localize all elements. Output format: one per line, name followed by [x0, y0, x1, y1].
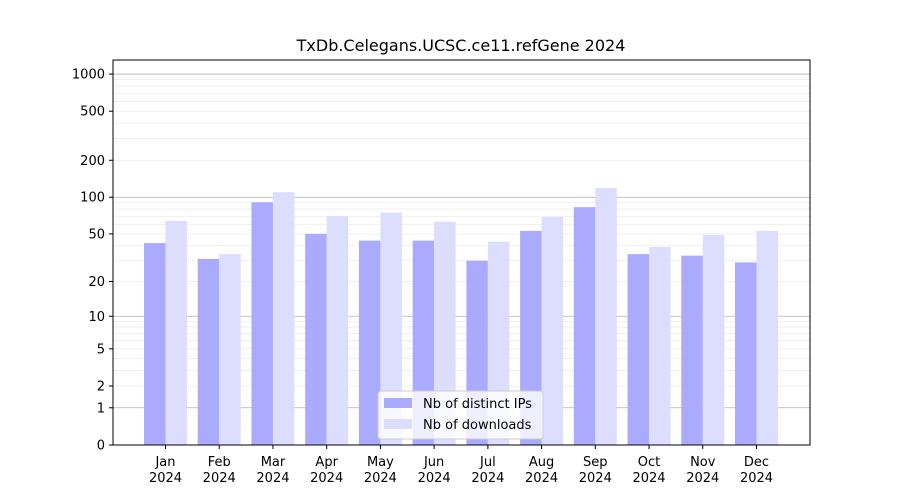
legend-swatch-ips [384, 398, 412, 408]
bar-downloads-feb [219, 254, 241, 445]
y-tick-label: 50 [88, 227, 105, 242]
plot-frame [112, 59, 811, 446]
y-tick-label: 0 [97, 439, 105, 454]
x-tick-label-year: 2024 [149, 471, 182, 486]
y-axis: 0 1 2 5 10 20 50 100 200 500 1000 [72, 68, 113, 454]
x-tick-label-month: Jun [423, 455, 444, 470]
y-tick-label: 100 [80, 191, 105, 206]
bar-downloads-oct [649, 246, 671, 445]
bar-downloads-jan [165, 220, 187, 445]
bar-downloads-dec [756, 230, 778, 445]
x-tick-label-month: Sep [583, 455, 608, 470]
x-tick-label-month: Apr [315, 455, 338, 470]
legend-box [377, 390, 544, 440]
bar-ips-feb [197, 258, 220, 445]
y-tick-label: 200 [80, 154, 105, 169]
x-tick-label-year: 2024 [310, 471, 343, 486]
x-tick-label-year: 2024 [686, 471, 719, 486]
x-tick-label-year: 2024 [471, 471, 504, 486]
bar-ips-may [358, 240, 381, 445]
x-tick-label-month: Aug [529, 455, 554, 470]
x-tick-label-year: 2024 [632, 471, 665, 486]
bar-ips-sep [573, 207, 596, 445]
y-tick-label: 1000 [72, 68, 105, 83]
x-tick-label-month: Oct [638, 455, 660, 470]
bar-ips-oct [627, 254, 650, 445]
y-tick-label: 500 [80, 105, 105, 120]
x-tick-label-month: May [367, 455, 394, 470]
legend-label-ips: Nb of distinct IPs [423, 397, 532, 412]
y-tick-label: 2 [97, 380, 105, 395]
bar-downloads-apr [326, 216, 349, 445]
bar-downloads-mar [272, 192, 295, 445]
bar-downloads-sep [595, 187, 617, 446]
x-tick-label-year: 2024 [418, 471, 451, 486]
bar-ips-apr [305, 233, 327, 445]
bar-ips-nov [681, 255, 703, 445]
x-tick-label-year: 2024 [740, 471, 773, 486]
y-tick-label: 20 [88, 275, 105, 290]
x-tick-label-month: Dec [744, 455, 769, 470]
x-tick-label-year: 2024 [256, 471, 289, 486]
legend-label-downloads: Nb of downloads [423, 418, 532, 433]
y-tick-label: 5 [97, 342, 105, 357]
x-tick-label-month: Jan [154, 455, 175, 470]
x-tick-label-month: Nov [690, 455, 716, 470]
chart-title: TxDb.Celegans.UCSC.ce11.refGene 2024 [296, 36, 626, 55]
legend-swatch-downloads [384, 419, 412, 429]
bar-ips-mar [251, 202, 273, 445]
bar-downloads-nov [702, 234, 725, 445]
x-tick-label-year: 2024 [364, 471, 397, 486]
y-tick-label: 10 [88, 310, 105, 325]
x-tick-label-month: Mar [261, 455, 286, 470]
y-tick-label: 1 [97, 401, 105, 416]
x-axis: Jan2024Feb2024Mar2024Apr2024May2024Jun20… [149, 445, 773, 486]
x-tick-label-month: Feb [208, 455, 231, 470]
bar-downloads-jun [434, 221, 456, 445]
x-tick-label-year: 2024 [203, 471, 236, 486]
x-tick-label-year: 2024 [525, 471, 558, 486]
bar-downloads-aug [541, 216, 564, 445]
x-tick-label-year: 2024 [579, 471, 612, 486]
legend: Nb of distinct IPs Nb of downloads [377, 390, 544, 440]
bar-ips-dec [735, 262, 757, 445]
bar-ips-jan [144, 243, 166, 445]
bar-downloads-may [380, 212, 402, 445]
x-tick-label-month: Jul [479, 455, 496, 470]
